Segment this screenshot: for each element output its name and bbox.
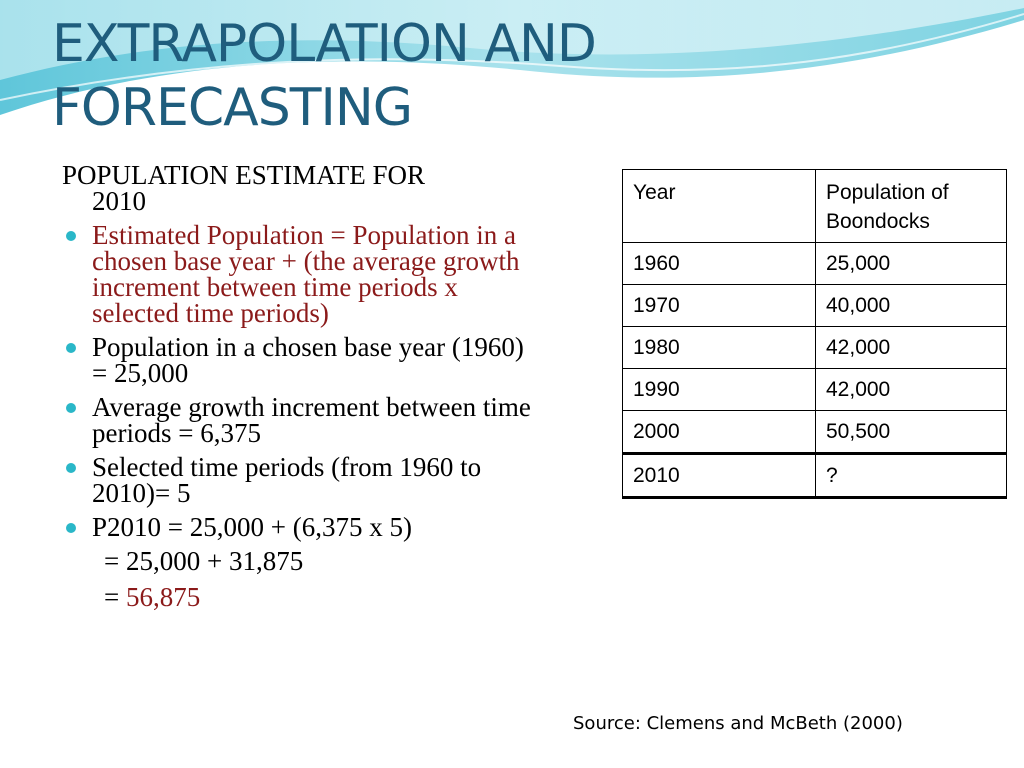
cell-population: 50,500: [815, 410, 1007, 454]
bullet-item: Estimated Population = Population in a c…: [62, 220, 542, 328]
table-row: 2000 50,500: [622, 410, 1007, 454]
bullet-text: Selected time periods (from 1960 to 2010…: [92, 452, 482, 508]
bullet-icon: [66, 463, 76, 473]
cell-year: 2010: [622, 452, 816, 499]
table-row: 1980 42,000: [622, 326, 1007, 369]
table-row: 1960 25,000: [622, 242, 1007, 285]
bullet-icon: [66, 523, 76, 533]
intro-line-1: POPULATION ESTIMATE FOR: [62, 160, 426, 190]
slide-body: POPULATION ESTIMATE FOR 2010 Estimated P…: [62, 162, 542, 614]
cell-population: 40,000: [815, 284, 1007, 327]
cell-year: 2000: [622, 410, 816, 454]
bullet-list: Estimated Population = Population in a c…: [62, 220, 542, 542]
calc-line-2: = 56,875: [62, 584, 542, 614]
calc-result: 56,875: [125, 582, 201, 612]
header-population: Population of Boondocks: [815, 169, 1007, 243]
slide-title: EXTRAPOLATION AND FORECASTING: [52, 12, 952, 140]
cell-year: 1970: [622, 284, 816, 327]
bullet-icon: [66, 343, 76, 353]
bullet-text: P2010 = 25,000 + (6,375 x 5): [92, 512, 412, 542]
table-row: 1970 40,000: [622, 284, 1007, 327]
calc-prefix: =: [104, 582, 126, 612]
cell-year: 1980: [622, 326, 816, 369]
header-year: Year: [622, 169, 816, 243]
source-citation: Source: Clemens and McBeth (2000): [573, 713, 903, 734]
bullet-item: Population in a chosen base year (1960) …: [62, 332, 542, 388]
bullet-item: Average growth increment between time pe…: [62, 392, 542, 448]
bullet-icon: [66, 403, 76, 413]
title-line-2: FORECASTING: [52, 78, 413, 138]
bullet-icon: [66, 231, 76, 241]
bullet-text: Estimated Population = Population in a c…: [92, 220, 520, 328]
bullet-item: P2010 = 25,000 + (6,375 x 5): [62, 512, 542, 542]
population-table: Year Population of Boondocks 1960 25,000…: [622, 169, 1007, 499]
calc-line-1: = 25,000 + 31,875: [104, 546, 304, 576]
cell-population: 42,000: [815, 326, 1007, 369]
wave-background: [0, 0, 1024, 120]
table-row: 2010 ?: [622, 452, 1007, 499]
title-line-1: EXTRAPOLATION AND: [52, 14, 597, 74]
table-row: 1990 42,000: [622, 368, 1007, 411]
table-header-row: Year Population of Boondocks: [622, 169, 1007, 243]
bullet-item: Selected time periods (from 1960 to 2010…: [62, 452, 542, 508]
cell-population: 42,000: [815, 368, 1007, 411]
cell-year: 1960: [622, 242, 816, 285]
cell-population: ?: [815, 452, 1007, 499]
intro-line-2: 2010: [92, 186, 146, 216]
intro-heading: POPULATION ESTIMATE FOR 2010: [62, 160, 542, 216]
cell-population: 25,000: [815, 242, 1007, 285]
cell-year: 1990: [622, 368, 816, 411]
bullet-text: Average growth increment between time pe…: [92, 392, 531, 448]
bullet-text: Population in a chosen base year (1960) …: [92, 332, 524, 388]
